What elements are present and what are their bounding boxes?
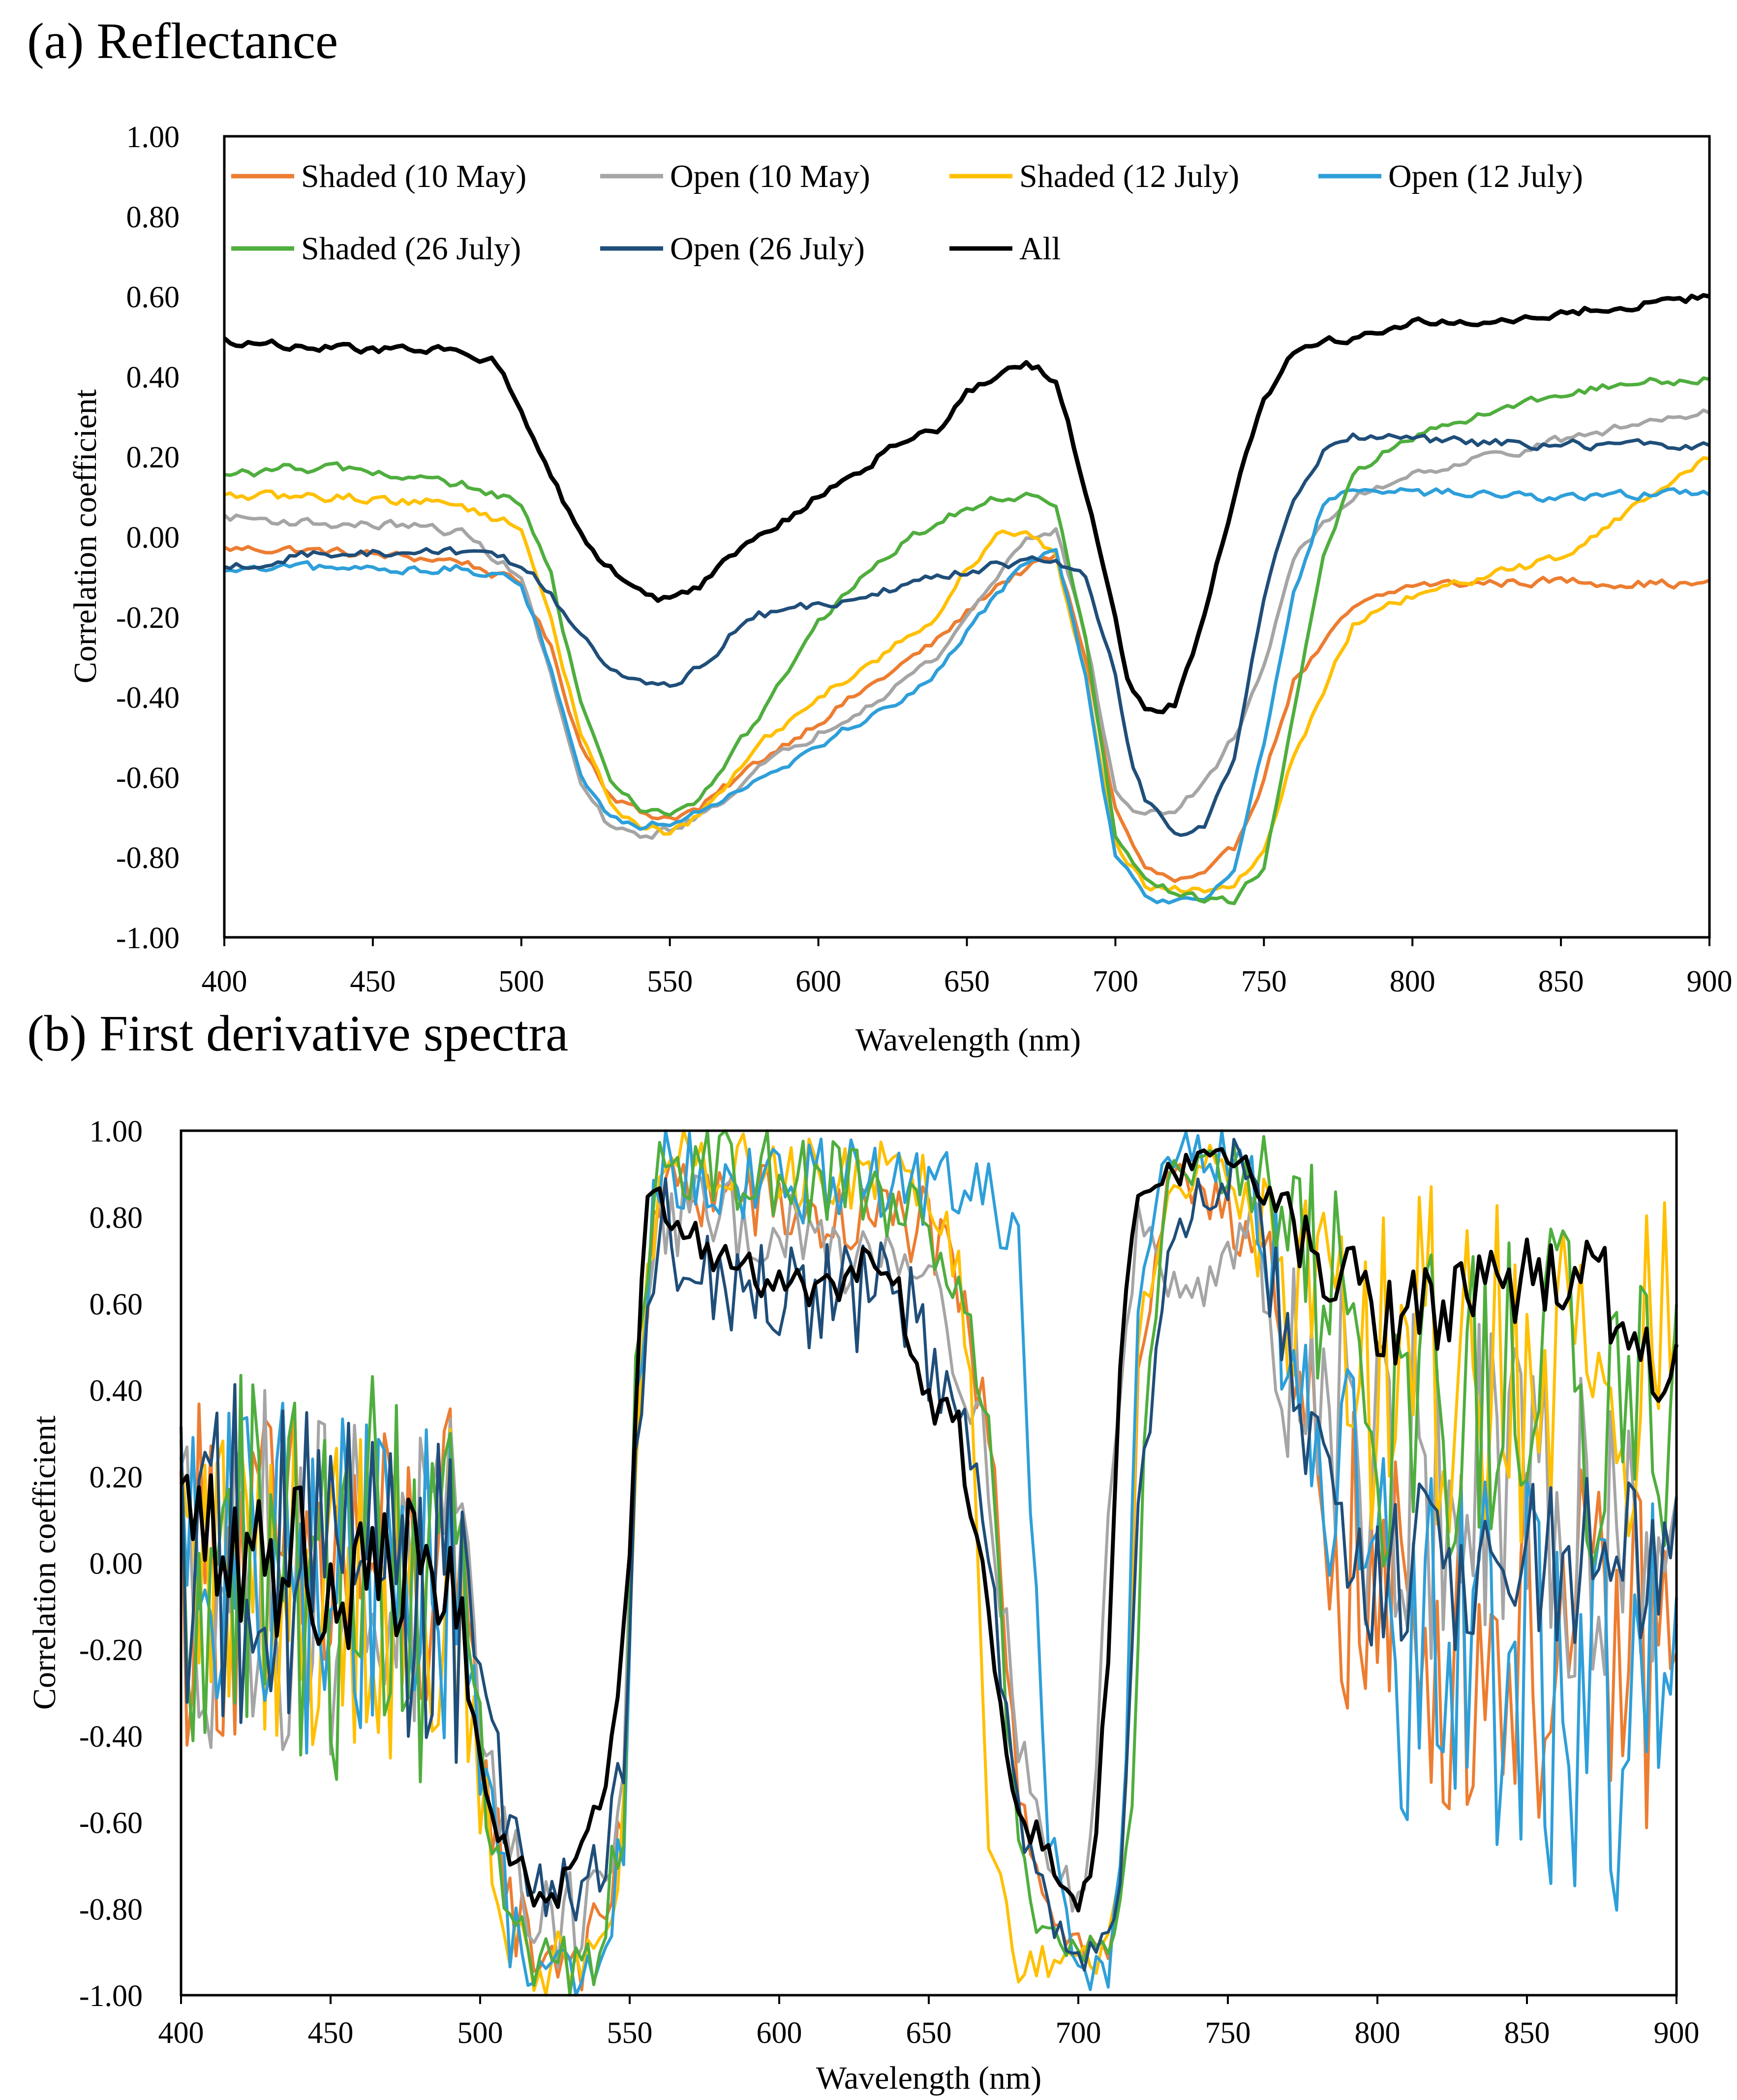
y-tick-label: 0.40 xyxy=(126,361,180,394)
y-tick-label: 0.60 xyxy=(126,281,180,314)
y-tick-label: -0.40 xyxy=(79,1720,143,1754)
x-tick-label: 800 xyxy=(1355,2016,1401,2050)
panel-b-x-axis-label: Wavelength (nm) xyxy=(816,2060,1041,2096)
x-tick-label: 850 xyxy=(1504,2016,1550,2050)
x-tick-label: 600 xyxy=(795,965,841,998)
x-tick-label: 400 xyxy=(202,965,247,998)
series-line-open_may xyxy=(223,408,1710,840)
legend-label-open_12jul: Open (12 July) xyxy=(1388,158,1583,194)
y-tick-label: -1.00 xyxy=(116,922,180,955)
x-tick-label: 500 xyxy=(498,965,544,998)
y-tick-label: -0.20 xyxy=(79,1634,143,1667)
panel-a-legend: Shaded (10 May) Open (10 May) Shaded (12 J… xyxy=(231,158,1583,267)
series-line-shaded_12jul xyxy=(224,456,1710,894)
y-tick-label: 0.80 xyxy=(90,1202,143,1235)
x-tick-label: 650 xyxy=(944,965,990,998)
legend-label-shaded_26jul: Shaded (26 July) xyxy=(301,231,521,267)
x-tick-label: 800 xyxy=(1390,965,1435,998)
legend-label-shaded_12jul: Shaded (12 July) xyxy=(1019,158,1239,194)
series-line-shaded_may xyxy=(223,545,1710,883)
series-line-all xyxy=(179,1147,1678,1913)
y-tick-label: 0.60 xyxy=(90,1288,143,1321)
x-tick-label: 850 xyxy=(1538,965,1584,998)
series-line-shaded_26jul xyxy=(224,376,1710,905)
y-tick-label: 0.80 xyxy=(126,201,180,234)
x-tick-label: 550 xyxy=(647,965,693,998)
x-tick-label: 400 xyxy=(158,2016,204,2050)
y-tick-label: -1.00 xyxy=(79,1979,143,2013)
panel-b-y-axis-label: Correlation coefficient xyxy=(27,1416,62,1710)
x-tick-label: 600 xyxy=(757,2016,802,2050)
y-tick-label: 1.00 xyxy=(126,121,180,154)
y-tick-label: -0.80 xyxy=(79,1893,143,1926)
series-line-open_26jul xyxy=(223,432,1710,837)
series-line-all xyxy=(223,293,1710,714)
y-tick-label: 0.20 xyxy=(90,1461,143,1494)
legend-label-open_26jul: Open (26 July) xyxy=(670,231,865,267)
x-tick-label: 750 xyxy=(1205,2016,1251,2050)
y-tick-label: 0.00 xyxy=(126,521,180,555)
x-tick-label: 450 xyxy=(350,965,396,998)
series-line-open_12jul xyxy=(224,487,1710,905)
x-tick-label: 500 xyxy=(457,2016,503,2050)
legend-label-shaded_may: Shaded (10 May) xyxy=(301,158,526,194)
x-tick-label: 550 xyxy=(607,2016,653,2050)
y-tick-label: 0.40 xyxy=(90,1374,143,1408)
y-tick-label: 0.20 xyxy=(126,441,180,474)
y-tick-label: -0.20 xyxy=(116,601,180,635)
panel-b-chart: 1.00 0.80 0.60 0.40 0.20 0.00 -0.20 -0.40 -0.60 -… xyxy=(27,1115,1700,2096)
y-tick-label: -0.40 xyxy=(116,681,180,715)
panel-a-y-axis-label: Correlation coefficient xyxy=(67,389,103,683)
legend-label-all: All xyxy=(1019,231,1061,267)
y-tick-label: 1.00 xyxy=(90,1115,143,1148)
x-tick-label: 700 xyxy=(1093,965,1138,998)
panel-a-chart: 1.00 0.80 0.60 0.40 0.20 0.00 -0.20 -0.40 -0.60 -… xyxy=(67,121,1733,1058)
y-tick-label: 0.00 xyxy=(90,1547,143,1581)
x-tick-label: 900 xyxy=(1687,965,1733,998)
x-tick-label: 450 xyxy=(308,2016,354,2050)
panel-a-x-axis-label: Wavelength (nm) xyxy=(855,1022,1081,1058)
y-tick-label: -0.80 xyxy=(116,841,180,875)
x-tick-label: 700 xyxy=(1056,2016,1101,2050)
legend-label-open_may: Open (10 May) xyxy=(670,158,870,194)
x-tick-label: 650 xyxy=(906,2016,952,2050)
series-line-open_12jul xyxy=(180,1129,1678,1997)
panel-a-title: (a) Reflectance xyxy=(27,13,338,69)
y-tick-label: -0.60 xyxy=(79,1807,143,1840)
x-tick-label: 900 xyxy=(1654,2016,1700,2050)
panel-b-title: (b) First derivative spectra xyxy=(27,1005,568,1062)
y-tick-label: -0.60 xyxy=(116,761,180,795)
x-tick-label: 750 xyxy=(1241,965,1287,998)
